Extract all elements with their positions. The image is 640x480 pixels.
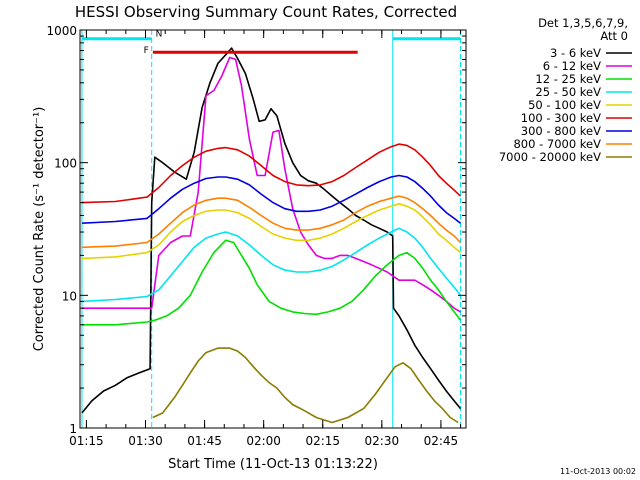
series-line-1: [82, 56, 461, 313]
legend-label-8: 7000 - 20000 keV: [499, 150, 601, 164]
x-tick-label: 02:15: [305, 434, 340, 448]
x-tick-label: 02:00: [246, 434, 281, 448]
flag-layer: NF: [81, 30, 461, 56]
y-axis-label: Corrected Count Rate (s⁻¹ detector⁻¹): [32, 107, 47, 352]
x-tick-label: 02:30: [365, 434, 400, 448]
series-line-8: [152, 347, 459, 424]
series-line-6: [81, 174, 461, 224]
series-line-4: [81, 203, 462, 260]
series-line-7: [81, 195, 462, 249]
series-line-0: [81, 47, 462, 414]
legend-label-1: 6 - 12 keV: [543, 59, 601, 73]
y-axis-ticks: 1 10 100 1000: [46, 24, 466, 436]
series-line-3: [81, 227, 462, 303]
y-tick-label: 100: [54, 157, 77, 171]
x-tick-label: 01:45: [187, 434, 222, 448]
flag-label-N: N: [156, 30, 163, 40]
flag-label-F: F: [144, 46, 149, 56]
x-tick-label: 01:30: [128, 434, 163, 448]
legend-header-line-2: Att 0: [600, 29, 628, 43]
x-axis-label: Start Time (11-Oct-13 01:13:22): [168, 457, 378, 472]
legend-label-5: 100 - 300 keV: [521, 111, 601, 125]
legend-label-3: 25 - 50 keV: [535, 85, 601, 99]
footer-timestamp: 11-Oct-2013 00:02: [560, 467, 636, 476]
x-tick-label: 02:45: [424, 434, 459, 448]
chart-title: HESSI Observing Summary Count Rates, Cor…: [75, 3, 457, 21]
legend-header-line-1: Det 1,3,5,6,7,9,: [538, 16, 628, 30]
legend-label-0: 3 - 6 keV: [550, 46, 601, 60]
legend-label-6: 300 - 800 keV: [521, 124, 601, 138]
y-tick-label: 1: [69, 422, 77, 436]
y-tick-label: 10: [62, 289, 77, 303]
night-boundary-lines: [81, 30, 461, 428]
y-tick-label: 1000: [46, 24, 77, 38]
legend-label-7: 800 - 7000 keV: [513, 137, 601, 151]
series-line-2: [82, 239, 462, 326]
series-layer: [81, 47, 462, 424]
legend-label-2: 12 - 25 keV: [535, 72, 601, 86]
x-axis-ticks: 01:15 01:30 01:45 02:00 02:15 02:30 02:45: [69, 30, 462, 448]
legend-label-4: 50 - 100 keV: [528, 98, 601, 112]
series-line-5: [81, 143, 462, 204]
x-tick-label: 01:15: [69, 434, 104, 448]
plot-frame: [79, 29, 467, 429]
